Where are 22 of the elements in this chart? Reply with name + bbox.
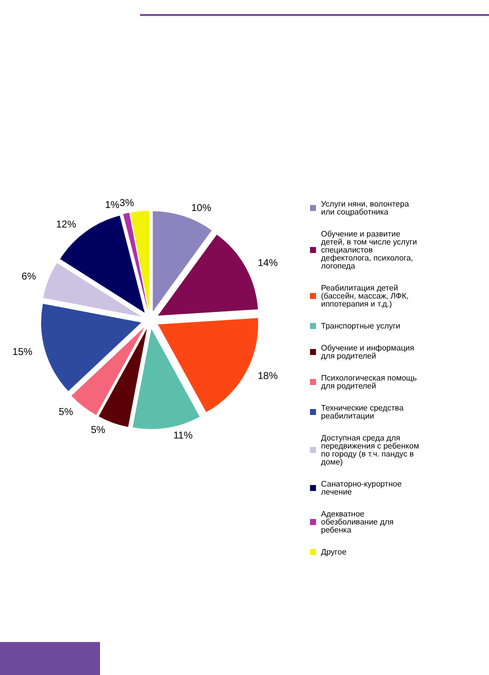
data-label: 5%: [58, 407, 74, 418]
data-label: 14%: [258, 258, 278, 270]
data-label: 1%: [104, 200, 120, 212]
legend-label: Другое: [321, 548, 347, 556]
data-label: 5%: [90, 424, 106, 436]
data-label: 12%: [56, 220, 76, 231]
legend-label: Адекватное обезболивание для ребенка: [321, 510, 396, 534]
legend-label: Психологическая помощь для родителей: [321, 374, 419, 390]
data-label: 6%: [22, 271, 36, 282]
data-label: 15%: [12, 347, 33, 358]
legend-label: Технические средства реабилитации: [321, 404, 406, 420]
data-label: 3%: [120, 198, 134, 209]
data-label: 10%: [191, 202, 212, 214]
legend-label: Обучение и информация для родителей: [321, 344, 416, 360]
legend-label: Санаторно-курортное лечение: [321, 480, 404, 496]
data-label: 18%: [258, 370, 278, 382]
data-label: 11%: [173, 430, 193, 442]
legend-label: Реабилитация детей (бассейн, массаж, ЛФК, иппотерапия и т.д.): [321, 284, 411, 308]
legend-label: Доступная среда для передвижения с ребенком по городу (в т.ч. пандус в доме): [321, 434, 422, 466]
legend-label: Услуги няни, волонтера или соцработника: [321, 200, 412, 216]
legend-label: Транспортные услуги: [321, 322, 400, 330]
legend-label: Обучение и развитие детей, в том числе услуги специалистов дефектолога, психолога, логопеда: [321, 230, 420, 270]
